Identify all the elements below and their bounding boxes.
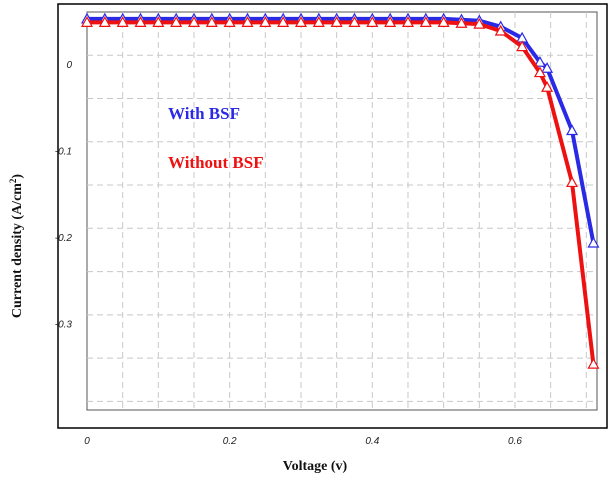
data-point-without-bsf <box>473 17 486 29</box>
data-point-without-bsf <box>187 16 201 27</box>
data-point-without-bsf <box>566 176 579 188</box>
data-point-without-bsf <box>98 16 111 27</box>
data-point-without-bsf <box>330 16 343 27</box>
x-tick-label: 0 <box>84 436 90 447</box>
data-point-with-bsf <box>533 55 546 67</box>
y-axis-title-end: ) <box>10 174 25 179</box>
data-point-without-bsf <box>116 16 129 27</box>
data-point-without-bsf <box>134 16 147 27</box>
data-point-without-bsf <box>455 17 468 28</box>
data-point-without-bsf <box>312 16 325 27</box>
data-point-without-bsf <box>587 357 600 369</box>
data-point-without-bsf <box>348 16 361 27</box>
x-tick-label: 0.2 <box>223 436 237 447</box>
data-point-without-bsf <box>384 16 397 27</box>
data-point-without-bsf <box>241 16 254 27</box>
data-point-without-bsf <box>533 66 546 78</box>
data-point-with-bsf <box>587 236 600 248</box>
data-point-without-bsf <box>419 16 432 27</box>
x-axis-title: Voltage (v) <box>283 459 348 474</box>
data-point-without-bsf <box>294 16 308 27</box>
data-point-without-bsf <box>437 16 450 27</box>
data-point-without-bsf <box>205 16 218 27</box>
legend-without-bsf: Without BSF <box>168 153 264 172</box>
data-point-without-bsf <box>259 16 272 27</box>
series-without-bsf <box>80 16 600 369</box>
data-point-without-bsf <box>80 16 94 27</box>
data-point-without-bsf <box>223 16 236 27</box>
y-tick-label: -0.2 <box>55 233 73 244</box>
y-tick-label: -0.3 <box>55 319 73 330</box>
plot-area <box>86 11 598 411</box>
data-point-with-bsf <box>566 124 579 136</box>
data-point-without-bsf <box>366 16 379 27</box>
data-point-without-bsf <box>170 16 183 27</box>
y-axis-title-sup: 2 <box>8 178 18 183</box>
data-point-without-bsf <box>401 16 414 27</box>
data-point-without-bsf <box>277 16 290 27</box>
data-point-without-bsf <box>494 24 507 36</box>
data-point-without-bsf <box>152 16 165 27</box>
grid <box>87 12 597 410</box>
series-group <box>80 12 600 369</box>
x-tick-label: 0.6 <box>508 436 522 447</box>
data-point-without-bsf <box>541 81 554 92</box>
y-axis-title: Current density (A/cm2) <box>8 174 25 319</box>
x-tick-label: 0.4 <box>365 436 379 447</box>
y-tick-label: 0 <box>66 60 72 71</box>
data-point-without-bsf <box>516 40 529 52</box>
y-tick-label: -0.1 <box>55 146 72 157</box>
data-point-with-bsf <box>541 62 554 73</box>
y-axis-title-main: Current density (A/cm <box>10 183 25 318</box>
tick-labels: 0 0.2 0.4 0.6 0 -0.1 -0.2 -0.3 <box>55 60 523 447</box>
legend-with-bsf: With BSF <box>168 104 240 123</box>
